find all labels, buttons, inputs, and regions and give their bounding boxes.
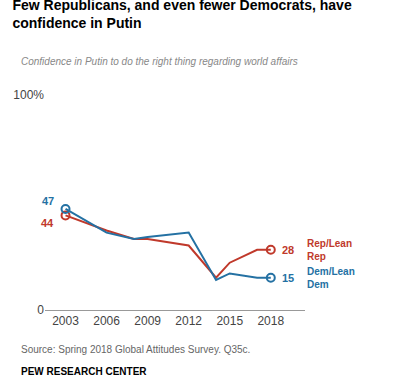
svg-text:Few Republicans, and even fewe: Few Republicans, and even fewer Democrat… [12, 0, 351, 31]
svg-text:Confidence in Putin to do the: Confidence in Putin to do the right thin… [21, 56, 298, 67]
svg-text:2018: 2018 [257, 314, 284, 328]
svg-text:47: 47 [42, 195, 54, 207]
svg-text:2006: 2006 [93, 314, 120, 328]
svg-text:2012: 2012 [175, 314, 202, 328]
svg-text:15: 15 [282, 272, 294, 284]
svg-text:28: 28 [282, 244, 294, 256]
svg-text:0: 0 [37, 303, 44, 317]
svg-text:100%: 100% [13, 88, 44, 102]
svg-text:2009: 2009 [134, 314, 161, 328]
svg-text:2015: 2015 [216, 314, 243, 328]
svg-text:44: 44 [41, 217, 54, 229]
svg-text:Dem/LeanDem: Dem/LeanDem [307, 266, 355, 290]
svg-text:2003: 2003 [52, 314, 79, 328]
svg-text:PEW RESEARCH CENTER: PEW RESEARCH CENTER [21, 366, 147, 377]
svg-text:Source: Spring 2018 Global Att: Source: Spring 2018 Global Attitudes Sur… [21, 344, 250, 355]
svg-text:Rep/LeanRep: Rep/LeanRep [307, 238, 352, 262]
